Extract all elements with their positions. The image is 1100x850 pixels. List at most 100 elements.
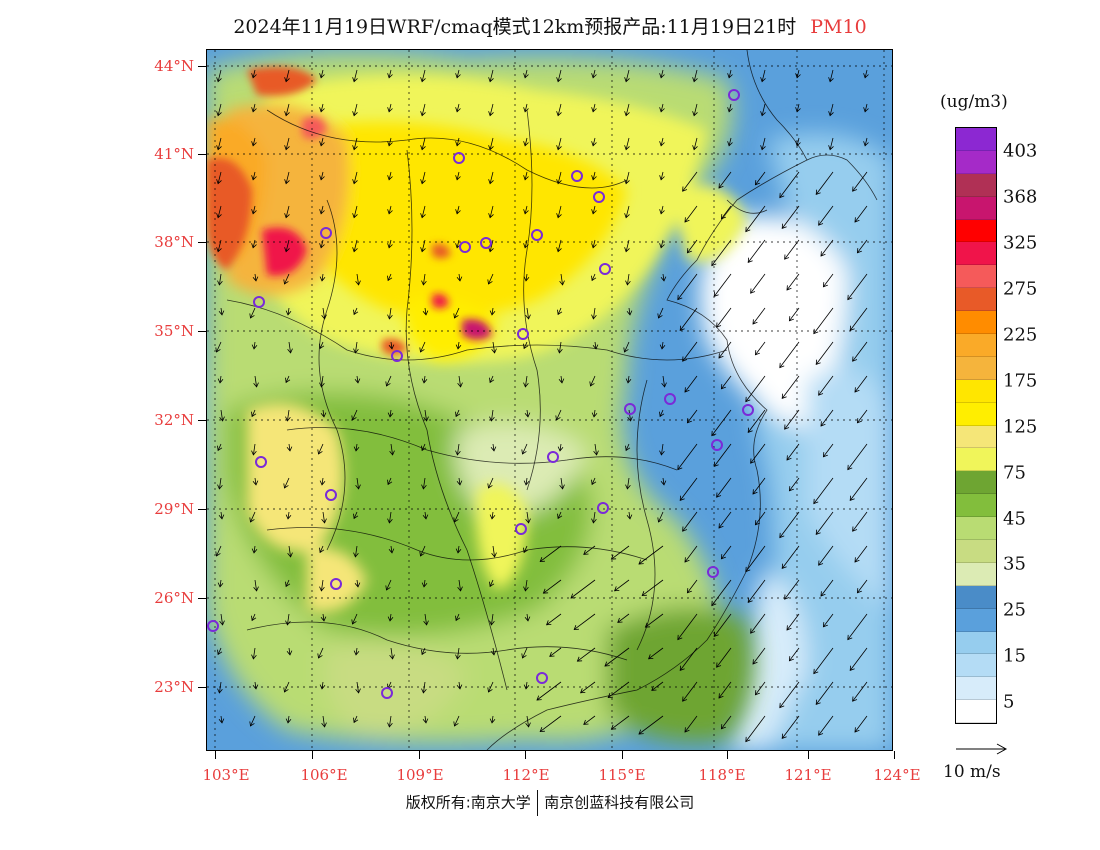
wind-arrow	[252, 103, 256, 112]
wind-arrow	[592, 205, 596, 214]
wind-arrow	[356, 681, 359, 693]
wind-arrow	[388, 69, 392, 78]
lat-tick	[198, 242, 206, 243]
station-marker	[728, 89, 740, 101]
colorbar-segment	[956, 700, 996, 724]
wind-arrow	[718, 171, 732, 189]
wind-arrow	[491, 613, 494, 625]
wind-arrow-head	[453, 517, 459, 523]
wind-arrow-head	[319, 480, 326, 486]
wind-arrow	[718, 511, 732, 529]
wind-arrow-head	[607, 693, 613, 699]
wind-arrow-head	[217, 445, 223, 452]
wind-arrow	[321, 579, 324, 591]
wind-arrow-head	[852, 696, 858, 702]
wind-arrow	[559, 443, 562, 451]
wind-arrow-head	[251, 209, 257, 215]
wind-arrow	[716, 647, 732, 668]
wind-arrow	[592, 137, 596, 146]
wind-arrow	[779, 681, 800, 708]
wind-arrow	[353, 239, 358, 252]
wind-arrow	[796, 103, 800, 112]
wind-arrow-head	[828, 111, 834, 117]
wind-arrow-head	[353, 513, 359, 520]
wind-arrow	[251, 409, 256, 417]
colorbar-segment	[956, 128, 996, 151]
wind-arrow	[522, 647, 528, 659]
wind-arrow	[285, 137, 290, 150]
colorbar-label: 325	[1003, 232, 1038, 254]
wind-arrow-head	[786, 285, 792, 291]
wind-arrow	[796, 69, 800, 78]
colorbar-label: 403	[1003, 140, 1038, 162]
wind-arrow-head	[591, 518, 597, 524]
wind-arrow	[679, 647, 698, 671]
wind-arrow	[779, 511, 800, 538]
wind-arrow-head	[487, 279, 493, 285]
wind-arrow	[713, 273, 732, 297]
wind-arrow	[682, 511, 698, 532]
wind-arrow-head	[657, 517, 663, 523]
wind-arrow-head	[353, 446, 360, 452]
wind-arrow-head	[523, 586, 529, 592]
wind-arrow-head	[752, 659, 758, 665]
wind-arrow-head	[573, 625, 579, 631]
wind-arrow-head	[815, 359, 821, 366]
wind-arrow-head	[788, 316, 794, 322]
colorbar-segment	[956, 334, 996, 357]
wind-arrow	[713, 443, 732, 467]
wind-arrow-head	[422, 718, 429, 724]
wind-arrow	[781, 205, 800, 229]
wind-arrow-head	[455, 107, 461, 113]
wind-arrow	[318, 647, 324, 659]
wind-arrow	[423, 579, 426, 587]
wind-arrow-head	[453, 721, 459, 727]
wind-arrow-head	[455, 411, 461, 418]
lat-label-23n: 23°N	[154, 678, 194, 696]
wind-arrow	[288, 341, 291, 353]
wind-arrow-head	[354, 582, 361, 588]
wind-arrow	[319, 341, 324, 349]
wind-arrow-head	[387, 314, 393, 320]
wind-arrow	[389, 307, 392, 319]
wind-arrow-head	[251, 107, 257, 113]
wind-arrow	[721, 375, 732, 390]
colorbar-segment	[956, 150, 996, 174]
wind-arrow	[820, 239, 834, 257]
wind-arrow-head	[556, 179, 562, 185]
wind-arrow-head	[828, 77, 834, 83]
wind-arrow	[627, 375, 630, 383]
wind-arrow-head	[387, 722, 393, 728]
wind-arrow-head	[385, 381, 391, 387]
wind-arrow-head	[718, 353, 724, 359]
wind-arrow	[524, 239, 528, 248]
wind-arrow-head	[718, 693, 724, 699]
wind-arrow	[217, 103, 222, 116]
wind-arrow-head	[284, 77, 290, 83]
wind-arrow	[617, 613, 630, 623]
wind-arrow	[852, 171, 868, 192]
wind-arrow	[390, 443, 393, 455]
wind-arrow-head	[421, 649, 427, 656]
wind-arrow	[523, 341, 528, 349]
wind-arrow-head	[490, 446, 497, 452]
wind-arrow-head	[319, 276, 326, 282]
wind-arrow	[747, 579, 766, 603]
wind-arrow	[750, 273, 766, 294]
colorbar-label: 25	[1003, 599, 1026, 621]
wind-arrow	[864, 69, 868, 78]
wind-arrow	[320, 103, 324, 112]
wind-arrow-head	[420, 213, 426, 219]
wind-arrow	[421, 239, 426, 252]
wind-arrow-head	[659, 344, 666, 350]
wind-arrow-head	[489, 620, 495, 626]
wind-arrow	[557, 205, 562, 218]
wind-arrow	[424, 715, 427, 723]
wind-arrow-head	[286, 650, 293, 656]
wind-arrow	[390, 341, 393, 349]
wind-arrow	[455, 409, 460, 417]
wind-arrow	[721, 715, 732, 730]
wind-arrow-head	[813, 498, 819, 505]
colorbar-label: 225	[1003, 324, 1038, 346]
wind-arrow	[216, 545, 222, 557]
